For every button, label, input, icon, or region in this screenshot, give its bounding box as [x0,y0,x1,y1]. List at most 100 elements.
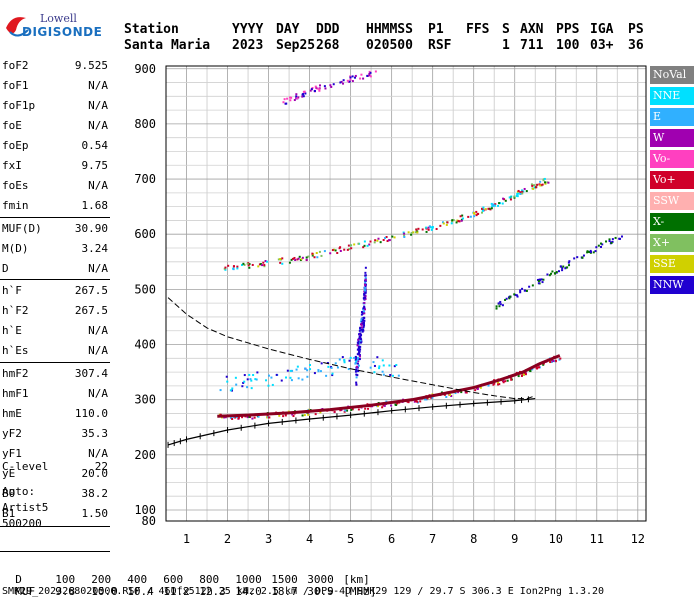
echo-mark [350,247,353,250]
echo-mark [491,205,494,208]
echo-mark [290,96,293,99]
y-tick-label: 700 [134,172,156,186]
param-row: fmin 1.68 [2,197,108,216]
footer-d-value: 1000 [235,573,262,586]
echo-mark [547,181,550,184]
echo-mark [264,260,267,263]
param-row: foEs N/A [2,177,108,196]
echo-mark [523,187,526,190]
echo-mark [304,92,307,95]
echo-mark [354,362,357,365]
param-value: 110.0 [74,407,108,420]
echo-mark [364,274,367,277]
echo-mark [340,409,343,412]
echo-mark [502,197,505,200]
param-row: B0 38.2 [2,485,108,504]
echo-mark [320,362,323,365]
echo-mark [482,206,485,209]
echo-mark [357,345,360,348]
echo-mark [259,263,262,266]
echo-mark [499,300,502,303]
x-tick-label: 3 [265,532,272,546]
footer-d-value: 200 [91,573,112,586]
echo-mark [588,251,591,254]
footer-muf-value: 18.7 [271,585,298,598]
echo-mark [360,334,363,337]
echo-mark [516,192,519,195]
param-name: foEp [2,139,29,152]
echo-mark [531,184,534,187]
echo-mark [452,219,455,222]
echo-mark [539,184,542,187]
echo-mark [356,362,359,365]
echo-mark [356,374,359,377]
echo-mark [546,181,549,184]
header-value: Sep25 [276,38,316,53]
param-separator [0,279,110,280]
echo-mark [382,404,385,407]
echo-mark [552,360,555,363]
echo-mark [522,373,525,376]
header-value: 711 [520,38,544,53]
echo-mark [355,381,358,384]
echo-mark [336,251,339,254]
echo-mark [363,324,366,327]
footer-muf-value: 14.0 [235,585,262,598]
param-name: B0 [2,487,16,500]
param-name: foF1 [2,79,29,92]
param-separator [0,526,110,527]
echo-mark [237,417,240,420]
echo-mark [351,80,354,83]
echo-mark [363,283,366,286]
param-row: h`F2 267.5 [2,302,108,321]
echo-mark [310,88,313,91]
echo-mark [600,245,603,248]
echo-mark [377,237,380,240]
param-name: B1 [2,507,16,520]
echo-mark [513,195,516,198]
param-name: MUF(D) [2,222,42,235]
param-value: 267.5 [74,284,108,297]
echo-mark [297,377,300,380]
echo-mark [374,70,377,73]
echo-mark [550,360,553,363]
plot-area [166,66,646,521]
echo-mark [427,226,430,229]
echo-mark [302,95,305,98]
echo-mark [490,202,493,205]
echo-mark [476,387,479,390]
echo-mark [314,85,317,88]
echo-mark [277,258,280,261]
echo-mark [359,77,362,80]
echo-mark [360,323,363,326]
echo-mark [567,261,570,264]
echo-mark [549,360,552,363]
echo-mark [376,405,379,408]
echo-mark [359,355,362,358]
echo-mark [282,415,285,418]
y-tick-label: 200 [134,448,156,462]
echo-mark [403,234,406,237]
echo-mark [342,82,345,85]
header-label: P1 [428,22,444,37]
echo-mark [319,370,322,373]
param-value: N/A [88,344,108,357]
echo-mark [354,359,357,362]
echo-mark [519,289,522,292]
echo-mark [475,214,478,217]
x-tick-label: 1 [183,532,190,546]
echo-mark [460,391,463,394]
echo-mark [356,358,359,361]
echo-mark [410,232,413,235]
echo-mark [481,209,484,212]
header-value: RSF [428,38,452,53]
echo-mark [608,238,611,241]
echo-mark [349,78,352,81]
echo-mark [561,269,564,272]
echo-mark [544,181,547,184]
echo-mark [509,198,512,201]
legend-item: NoVal [650,66,694,84]
echo-mark [605,240,608,243]
echo-mark [296,365,299,368]
echo-mark [618,237,621,240]
